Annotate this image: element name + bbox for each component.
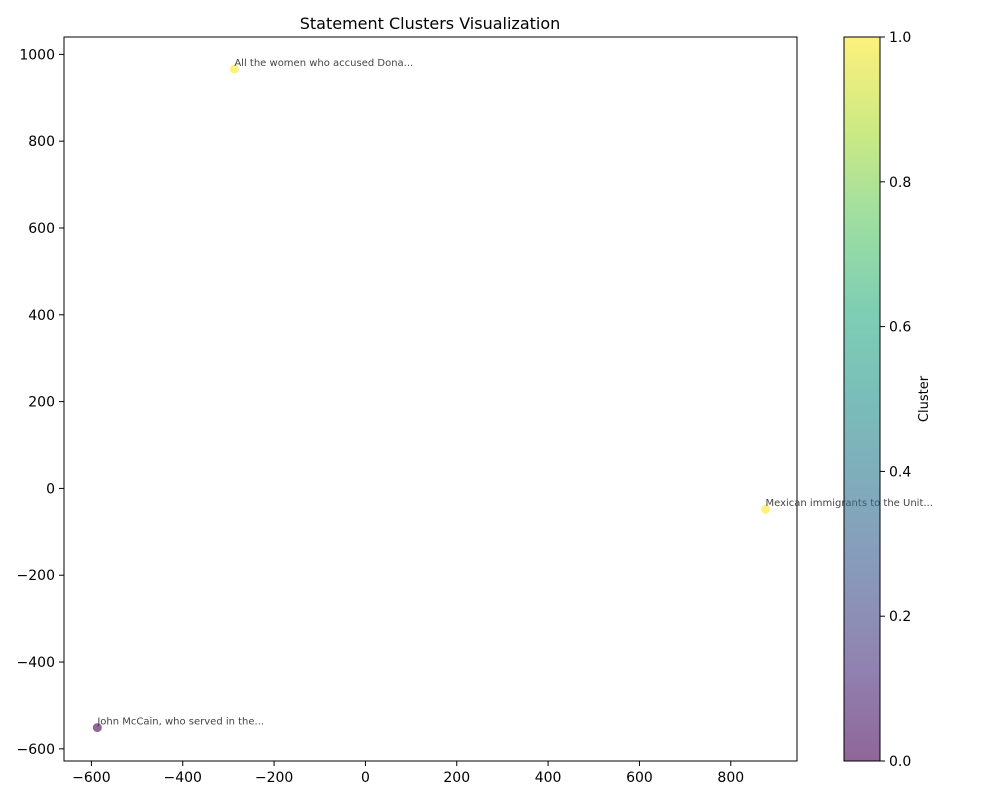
- colorbar-tick-label: 1.0: [889, 30, 911, 46]
- colorbar: Cluster 0.0 0.2 0.4 0.6 0.8 1.0: [843, 30, 932, 770]
- x-tick-label: 800: [717, 770, 744, 786]
- colorbar-gradient: [844, 37, 880, 761]
- colorbar-tick-label: 0.4: [889, 464, 911, 480]
- y-tick-label: 400: [28, 308, 55, 324]
- x-tick-label: −200: [255, 770, 293, 786]
- y-tick-label: −400: [17, 655, 55, 671]
- colorbar-tick-label: 0.0: [889, 754, 911, 770]
- point-annotation: John McCain, who served in the...: [96, 717, 264, 728]
- y-tick-label: 600: [28, 221, 55, 237]
- colorbar-frame: [843, 36, 881, 762]
- x-tick-label: −400: [164, 770, 202, 786]
- y-tick-label: −200: [17, 568, 55, 584]
- plot-frame: [63, 36, 798, 762]
- point-annotation: All the women who accused Dona...: [234, 58, 413, 69]
- y-tick-label: 200: [28, 395, 55, 411]
- x-tick-label: 600: [626, 770, 653, 786]
- data-point: [229, 64, 239, 74]
- x-tick-label: 0: [361, 770, 370, 786]
- y-tick-label: −600: [17, 742, 55, 758]
- data-point: [760, 504, 770, 514]
- x-tick-label: −600: [72, 770, 110, 786]
- x-tick-label: 400: [535, 770, 562, 786]
- chart-title: Statement Clusters Visualization: [300, 14, 561, 33]
- colorbar-tick-label: 0.8: [889, 175, 911, 191]
- y-tick-label: 0: [46, 481, 55, 497]
- x-tick-label: 200: [443, 770, 470, 786]
- colorbar-tick-label: 0.6: [889, 320, 911, 336]
- colorbar-tick-label: 0.2: [889, 609, 911, 625]
- colorbar-label: Cluster: [917, 375, 932, 422]
- y-tick-label: 800: [28, 134, 55, 150]
- y-tick-label: 1000: [19, 47, 55, 63]
- plot-area: −600 −400 −200 0 200 400 600 800 −600 −400 −200 0 20…: [17, 36, 933, 786]
- data-point: [92, 723, 102, 733]
